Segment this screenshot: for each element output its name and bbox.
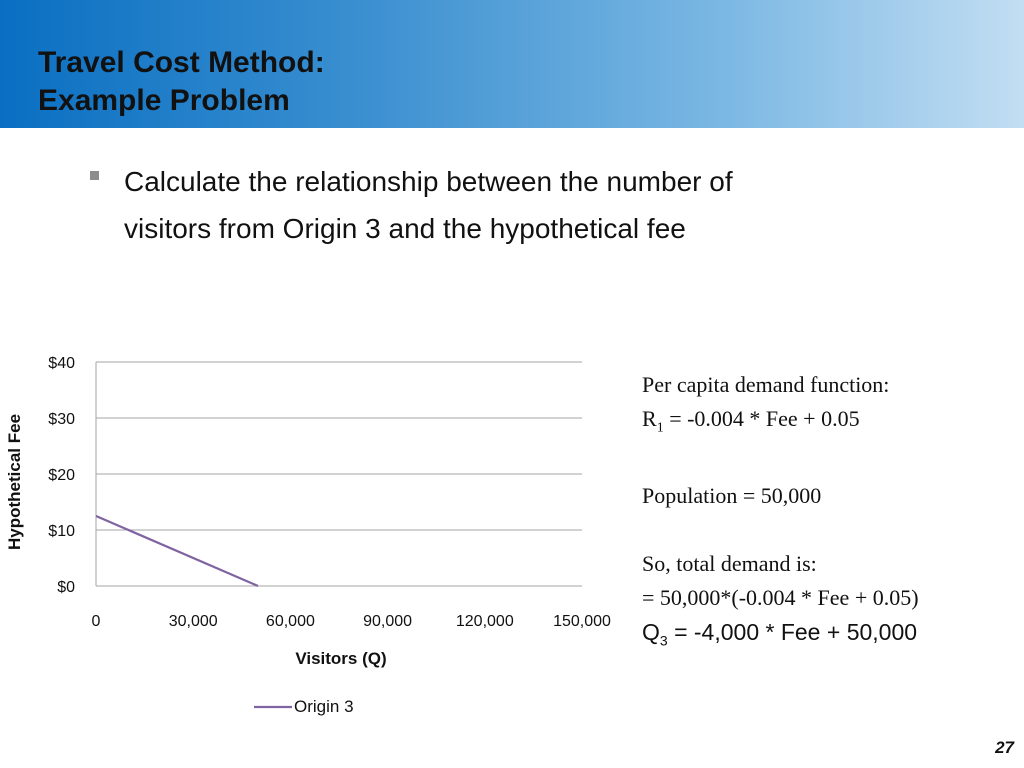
x-tick-labels: 0 30,000 60,000 90,000 120,000 150,000 <box>92 613 611 630</box>
x-tick-label: 150,000 <box>553 613 611 630</box>
total-demand-expression: = 50,000*(-0.004 * Fee + 0.05) <box>642 585 919 611</box>
x-tick-label: 120,000 <box>456 613 514 630</box>
slide-title: Travel Cost Method: Example Problem <box>38 44 325 120</box>
chart-legend: Origin 3 <box>254 697 354 716</box>
y-tick-label: $20 <box>48 467 75 484</box>
page-number: 27 <box>995 738 1014 757</box>
chart-series <box>95 514 259 588</box>
r-symbol: R <box>642 406 657 431</box>
title-banner <box>0 0 1024 128</box>
slide-title-line-2: Example Problem <box>38 84 290 117</box>
x-tick-label: 30,000 <box>169 613 218 630</box>
demand-notes: Per capita demand function: R1 = -0.004 … <box>642 368 919 658</box>
bullet-text: Calculate the relationship between the n… <box>124 158 924 252</box>
q-symbol: Q <box>642 619 660 646</box>
per-capita-heading: Per capita demand function: <box>642 372 890 397</box>
notes-spacer <box>642 445 919 479</box>
total-demand-equation: Q3 = -4,000 * Fee + 50,000 <box>642 615 919 658</box>
x-tick-label: 0 <box>92 613 101 630</box>
x-tick-label: 60,000 <box>266 613 315 630</box>
notes-spacer <box>642 513 919 547</box>
legend-label: Origin 3 <box>294 697 354 716</box>
x-axis-label: Visitors (Q) <box>295 649 386 668</box>
fee-visitors-chart: $0 $10 $20 $30 $40 0 30,000 60,000 90,000 120,00… <box>5 355 611 716</box>
slide-title-line-1: Travel Cost Method: <box>38 46 325 79</box>
y-tick-label: $10 <box>48 523 75 540</box>
bullet-square-icon <box>90 171 99 180</box>
r-equation-rest: = -0.004 * Fee + 0.05 <box>663 406 860 431</box>
bullet-text-line-1: Calculate the relationship between the n… <box>124 166 733 197</box>
total-demand-heading: So, total demand is: <box>642 551 817 577</box>
chart-gridlines <box>96 361 582 587</box>
r-subscript: 1 <box>656 420 664 436</box>
series-line-origin-3 <box>95 514 259 588</box>
population-text: Population = 50,000 <box>642 483 822 509</box>
q-equation-rest: = -4,000 * Fee + 50,000 <box>667 619 918 646</box>
per-capita-equation: R1 = -0.004 * Fee + 0.05 <box>642 402 919 445</box>
y-tick-label: $0 <box>57 579 75 596</box>
y-tick-label: $30 <box>48 411 75 428</box>
y-axis-label: Hypothetical Fee <box>5 414 24 550</box>
y-tick-labels: $0 $10 $20 $30 $40 <box>48 355 75 596</box>
bullet-text-line-2: visitors from Origin 3 and the hypotheti… <box>124 213 686 244</box>
q-subscript: 3 <box>659 632 668 649</box>
y-tick-label: $40 <box>48 355 75 372</box>
x-tick-label: 90,000 <box>363 613 412 630</box>
